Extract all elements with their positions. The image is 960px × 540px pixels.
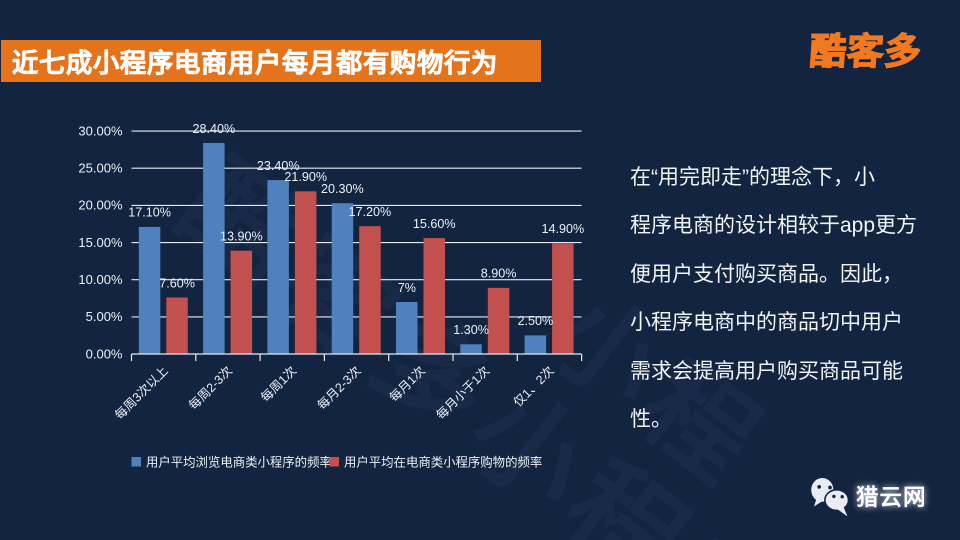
svg-text:20.00%: 20.00%	[78, 198, 123, 213]
svg-text:1.30%: 1.30%	[453, 323, 489, 337]
svg-text:每月2-3次: 每月2-3次	[314, 363, 364, 413]
svg-text:7.60%: 7.60%	[159, 276, 195, 290]
svg-text:23.40%: 23.40%	[257, 159, 300, 173]
svg-text:30.00%: 30.00%	[78, 123, 123, 138]
svg-text:仅1、2次: 仅1、2次	[511, 364, 557, 410]
svg-text:每周1次: 每周1次	[258, 363, 300, 405]
svg-text:用户平均浏览电商类小程序的频率: 用户平均浏览电商类小程序的频率	[146, 454, 332, 469]
svg-text:用户平均在电商类小程序购物的频率: 用户平均在电商类小程序购物的频率	[344, 454, 542, 469]
svg-text:17.20%: 17.20%	[349, 205, 392, 219]
svg-text:10.00%: 10.00%	[78, 272, 123, 287]
svg-text:15.60%: 15.60%	[413, 217, 456, 231]
svg-text:28.40%: 28.40%	[193, 122, 236, 136]
svg-text:每周2-3次: 每周2-3次	[185, 363, 235, 413]
svg-text:0.00%: 0.00%	[86, 346, 123, 361]
svg-text:每周3次以上: 每周3次以上	[112, 363, 171, 422]
svg-text:2.50%: 2.50%	[517, 314, 553, 328]
svg-text:5.00%: 5.00%	[86, 309, 123, 324]
svg-text:8.90%: 8.90%	[481, 267, 517, 281]
svg-text:21.90%: 21.90%	[284, 170, 327, 184]
svg-text:15.00%: 15.00%	[78, 235, 123, 250]
svg-text:每月小于1次: 每月小于1次	[433, 363, 492, 422]
svg-text:13.90%: 13.90%	[220, 230, 263, 244]
svg-text:14.90%: 14.90%	[541, 222, 584, 236]
svg-text:7%: 7%	[398, 281, 416, 295]
svg-text:每月1次: 每月1次	[386, 363, 428, 405]
svg-text:20.30%: 20.30%	[321, 182, 364, 196]
svg-text:17.10%: 17.10%	[128, 206, 171, 220]
svg-text:25.00%: 25.00%	[78, 161, 123, 176]
